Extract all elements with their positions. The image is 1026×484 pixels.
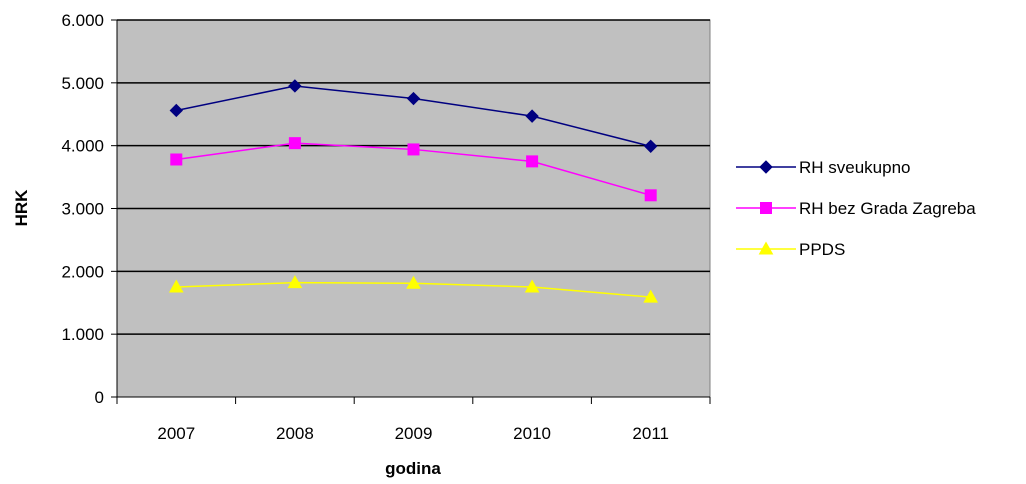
x-tick-label: 2010 (513, 424, 551, 443)
legend-label: RH bez Grada Zagreba (799, 199, 976, 218)
y-axis-title: HRK (12, 189, 31, 227)
data-point (168, 279, 184, 293)
legend-marker (759, 160, 773, 174)
series-group (168, 79, 659, 303)
y-tick-label: 2.000 (61, 262, 104, 281)
data-point (526, 155, 539, 168)
x-axis-title: godina (385, 459, 441, 478)
y-tick-label: 5.000 (61, 74, 104, 93)
data-point (643, 139, 658, 154)
series-2 (170, 137, 657, 202)
data-point (406, 275, 421, 289)
y-tick-label: 0 (95, 388, 104, 407)
data-point (525, 109, 539, 123)
gridlines (117, 19, 710, 335)
axes: 0 1.000 2.000 3.000 4.000 5.000 6.000 2007 2008 2… (61, 11, 711, 443)
data-point (170, 153, 183, 166)
series-3 (168, 275, 659, 303)
y-tick-label: 3.000 (61, 200, 104, 219)
x-tick-label: 2009 (395, 424, 433, 443)
legend-item: RH sveukupno (736, 158, 911, 177)
legend-label: RH sveukupno (799, 158, 911, 177)
data-point (169, 103, 184, 118)
data-point (643, 289, 659, 303)
x-tick-label: 2008 (276, 424, 314, 443)
x-tick-label: 2011 (632, 424, 669, 443)
data-point (288, 137, 301, 150)
legend-label: PPDS (799, 240, 845, 259)
legend-item: RH bez Grada Zagreba (736, 199, 976, 218)
legend: RH sveukupno RH bez Grada Zagreba PPDS (736, 158, 976, 259)
legend-marker (760, 202, 772, 214)
y-tick-label: 6.000 (61, 11, 104, 30)
data-point (406, 91, 421, 106)
data-point (644, 189, 657, 202)
data-point (524, 279, 540, 293)
series-1 (169, 79, 658, 154)
legend-marker (758, 241, 774, 255)
y-tick-label: 4.000 (61, 137, 104, 156)
data-point (407, 143, 420, 156)
data-point (287, 275, 303, 289)
data-point (288, 79, 302, 93)
x-tick-label: 2007 (157, 424, 195, 443)
y-tick-label: 1.000 (61, 325, 104, 344)
legend-item: PPDS (736, 240, 845, 259)
